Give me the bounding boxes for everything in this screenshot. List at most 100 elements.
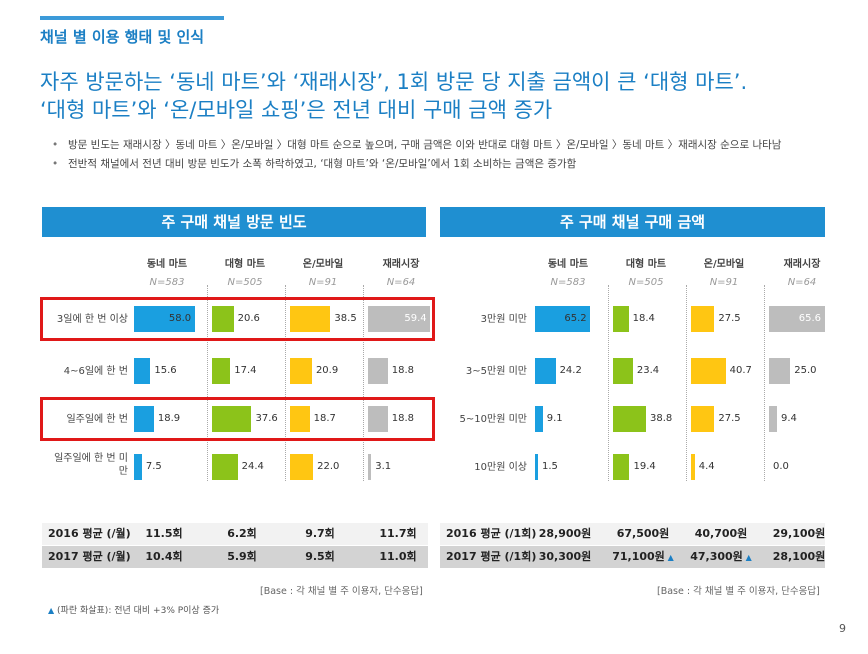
chart-bar xyxy=(613,454,630,480)
summary-value: 9.5회 xyxy=(282,546,358,568)
sample-size-label: N=91 xyxy=(709,277,739,288)
summary-value-text: 67,500원 xyxy=(616,527,670,540)
bullet-item: 전반적 채널에서 전년 대비 방문 빈도가 소폭 하락하였고, ‘대형 마트’와… xyxy=(52,157,842,172)
summary-value: 67,500원 xyxy=(605,523,681,545)
sample-size-label: N=583 xyxy=(149,277,185,288)
chart-bar xyxy=(368,406,388,432)
up-triangle-icon: ▲ xyxy=(742,553,752,562)
sample-size-label: N=64 xyxy=(787,277,817,288)
summary-value-text: 9.5회 xyxy=(305,550,335,563)
chart-bar xyxy=(212,358,231,384)
chart-bar xyxy=(769,406,777,432)
summary-value-text: 10.4회 xyxy=(145,550,183,563)
row-label: 일주일에 한 번 xyxy=(66,414,128,425)
section-label: 채널 별 이용 행태 및 인식 xyxy=(40,28,205,46)
summary-row: 2016 평균 (/1회) 28,900원 67,500원 40,700원 29,100… xyxy=(440,523,825,545)
summary-row: 2017 평균 (/1회) 30,300원 71,100원 ▲ 47,300원 ▲ 28… xyxy=(440,546,825,568)
chart-bar xyxy=(212,306,234,332)
headline-line-1: 자주 방문하는 ‘동네 마트’와 ‘재래시장’, 1회 방문 당 지출 금액이 … xyxy=(40,70,748,94)
summary-value: 29,100원 xyxy=(761,523,837,545)
data-label: 9.1 xyxy=(546,413,563,424)
data-label: 1.5 xyxy=(542,461,558,472)
footnote-text: (파란 화살표): 전년 대비 +3% P이상 증가 xyxy=(57,606,220,616)
summary-value: 11.0회 xyxy=(360,546,436,568)
summary-row: 2016 평균 (/월) 11.5회 6.2회 9.7회 11.7회 xyxy=(42,523,428,545)
chart-bar xyxy=(368,358,388,384)
row-label: 3일에 한 번 이상 xyxy=(56,314,128,325)
chart-bar xyxy=(613,306,629,332)
column-separator xyxy=(285,285,286,481)
chart-bar xyxy=(134,454,142,480)
summary-value-text: 6.2회 xyxy=(227,527,257,540)
data-label: 22.0 xyxy=(317,461,340,472)
chart-bar xyxy=(290,454,314,480)
chart-bar xyxy=(691,306,715,332)
data-label: 19.4 xyxy=(633,461,656,472)
summary-label: 2016 평균 (/월) xyxy=(48,527,131,540)
data-label: 23.4 xyxy=(636,365,660,376)
chart-bar xyxy=(368,454,372,480)
channel-header: 재래시장 xyxy=(382,259,420,270)
data-label: 9.4 xyxy=(780,413,797,424)
summary-value: 28,900원 xyxy=(527,523,603,545)
summary-value-text: 5.9회 xyxy=(227,550,257,563)
data-label: 59.4 xyxy=(404,313,427,324)
chart-bar xyxy=(290,406,310,432)
chart-bar xyxy=(212,454,238,480)
summary-value-text: 11.5회 xyxy=(145,527,183,540)
column-separator xyxy=(207,285,208,481)
chart-bar xyxy=(535,306,591,332)
data-label: 18.4 xyxy=(632,313,655,324)
summary-value-text: 28,100원 xyxy=(772,550,826,563)
summary-value-text: 11.7회 xyxy=(379,527,417,540)
row-label: 5~10만원 미만 xyxy=(459,414,527,425)
data-label: 20.9 xyxy=(315,365,339,376)
chart-bar xyxy=(212,406,252,432)
summary-label: 2017 평균 (/월) xyxy=(48,550,131,563)
chart-bar xyxy=(535,454,538,480)
summary-value-text: 47,300원 xyxy=(690,550,743,563)
data-label: 25.0 xyxy=(794,365,817,376)
data-label: 18.7 xyxy=(313,413,336,424)
summary-value-text: 40,700원 xyxy=(694,527,748,540)
data-label: 20.6 xyxy=(237,313,260,324)
summary-value: 30,300원 xyxy=(527,546,603,568)
data-label: 24.2 xyxy=(559,365,582,376)
bullet-list: 방문 빈도는 재래시장 〉동네 마트 〉온/모바일 〉대형 마트 순으로 높으며… xyxy=(52,138,842,176)
summary-value: 11.5회 xyxy=(126,523,202,545)
summary-value: 10.4회 xyxy=(126,546,202,568)
column-separator xyxy=(686,285,687,481)
data-label: 24.4 xyxy=(241,461,264,472)
highlight-box xyxy=(40,297,435,341)
row-label: 4~6일에 한 번 xyxy=(63,366,128,377)
chart-bar xyxy=(134,306,195,332)
data-label: 58.0 xyxy=(168,313,192,324)
data-label: 27.5 xyxy=(718,413,741,424)
data-label: 27.5 xyxy=(718,313,741,324)
data-label: 4.4 xyxy=(698,461,715,472)
page-headline: 자주 방문하는 ‘동네 마트’와 ‘재래시장’, 1회 방문 당 지출 금액이 … xyxy=(40,68,747,124)
data-label: 15.6 xyxy=(154,365,177,376)
summary-value: 11.7회 xyxy=(360,523,436,545)
accent-line xyxy=(40,16,224,20)
chart-bar xyxy=(769,358,791,384)
channel-header: 대형 마트 xyxy=(625,259,667,270)
summary-value: 47,300원 ▲ xyxy=(683,546,759,569)
data-label: 3.1 xyxy=(375,461,392,472)
sample-size-label: N=64 xyxy=(386,277,416,288)
summary-value: 28,100원 xyxy=(761,546,837,568)
data-label: 18.8 xyxy=(391,365,414,376)
summary-label: 2017 평균 (/1회) xyxy=(446,550,537,563)
chart-bar xyxy=(535,406,543,432)
data-label: 65.6 xyxy=(798,313,822,324)
summary-value: 40,700원 xyxy=(683,523,759,545)
summary-label: 2016 평균 (/1회) xyxy=(446,527,537,540)
channel-header: 재래시장 xyxy=(783,259,821,270)
page-number: 9 xyxy=(839,622,846,635)
chart-bar xyxy=(535,358,556,384)
channel-header: 동네 마트 xyxy=(146,259,188,270)
data-label: 65.2 xyxy=(564,313,587,324)
up-triangle-icon: ▲ xyxy=(664,553,674,562)
data-label: 38.8 xyxy=(649,413,673,424)
summary-value-text: 9.7회 xyxy=(305,527,335,540)
